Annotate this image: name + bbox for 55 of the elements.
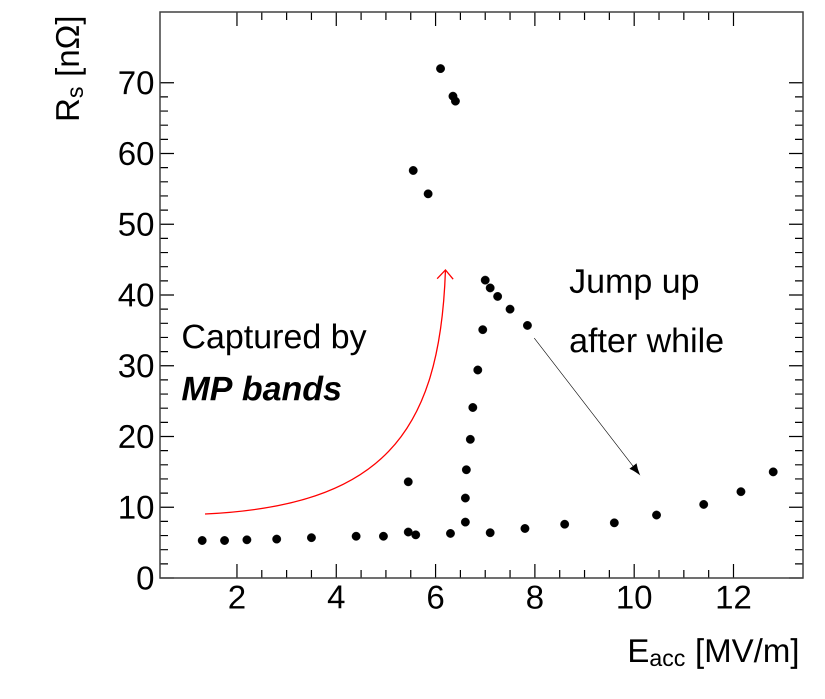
point [404,477,413,486]
x-axis-title: E$_{acc}$ [MV/m] [630,638,798,669]
y-tick-label: 20 [119,424,154,448]
point [198,536,207,545]
point [493,292,502,301]
point [379,532,388,541]
point [272,534,282,544]
x-tick-label: 2 [229,586,244,609]
point [486,528,495,538]
x-tick-label: 4 [328,586,344,608]
point [462,465,471,474]
point [768,467,778,476]
point [220,536,229,545]
point [460,518,470,527]
annotation: Jump up [570,269,698,300]
point [436,64,445,73]
x-tick-label: 6 [428,586,444,609]
x-tick-label: 12 [718,586,750,609]
point [307,533,316,542]
point [473,366,482,374]
y-tick-label: 60 [119,142,154,166]
point [699,500,708,509]
y-axis-title: R$_{s}$ [nΩ] [54,18,86,120]
point [480,276,490,285]
point [486,284,495,292]
point [736,487,746,496]
annotation: after while [570,328,723,352]
point [506,304,514,314]
y-tick-label: 40 [118,283,154,307]
point [468,403,478,412]
point [478,325,488,334]
point [652,510,661,520]
annotation: MP bands [182,376,341,401]
point [424,189,433,198]
point [411,530,420,540]
point [523,321,532,330]
y-tick-label: 0 [137,566,154,590]
point [451,96,460,106]
annotation: Captured by [183,324,367,356]
y-tick-label: 50 [119,212,154,236]
point [242,535,252,544]
y-tick-label: 10 [120,496,154,519]
y-tick-label: 70 [119,71,154,94]
point [560,520,570,529]
point [352,532,361,541]
point [404,528,413,536]
x-tick-label: 10 [618,586,652,609]
point [408,166,418,175]
x-tick-label: 8 [527,586,543,609]
point [446,529,455,538]
point [460,494,470,502]
point [520,524,530,533]
point [466,434,475,444]
point [610,518,619,528]
y-tick-label: 30 [119,354,154,378]
